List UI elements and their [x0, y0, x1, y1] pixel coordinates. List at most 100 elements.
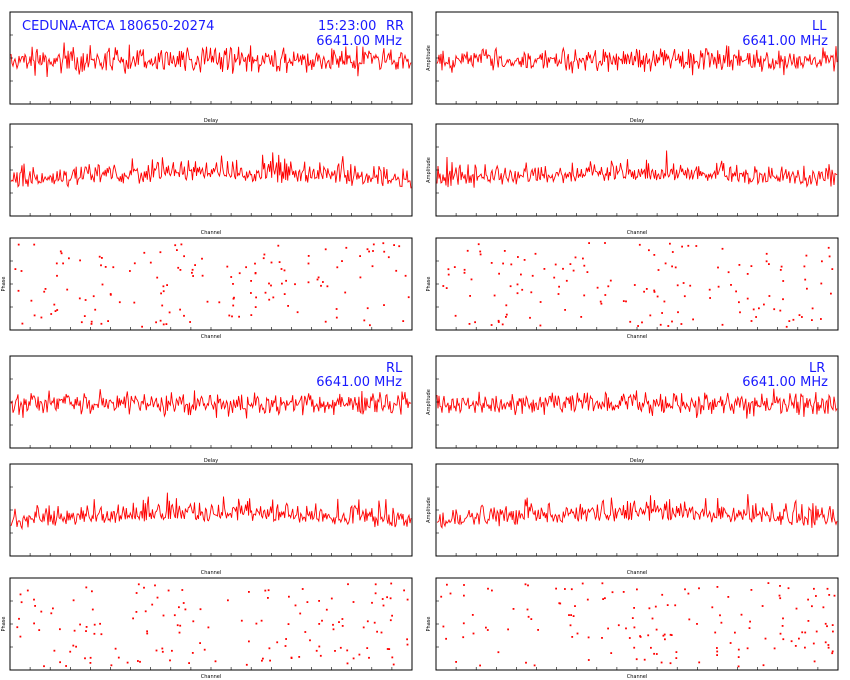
- ll-phase-point: [653, 254, 656, 256]
- ll-phase-point: [529, 316, 531, 319]
- lr-phase-point: [631, 617, 634, 619]
- rl-phase-point: [262, 657, 264, 660]
- rr-phase-point: [118, 301, 121, 304]
- lr-phase-point: [661, 593, 664, 596]
- rl-phase-point: [309, 639, 311, 642]
- rr-phase-point: [191, 268, 194, 271]
- lr-delay-xlabel: Delay: [630, 458, 644, 464]
- rr-phase-point: [55, 262, 58, 265]
- lr-phase-point: [737, 656, 740, 658]
- rr-phase-point: [359, 255, 361, 257]
- rr-phase-point: [84, 299, 87, 301]
- ll-phase-point: [453, 266, 456, 268]
- ll-phase-point: [447, 268, 450, 271]
- rl-phase-point: [392, 663, 395, 666]
- rl-phase-point: [248, 591, 250, 593]
- rr-phase-point: [371, 265, 374, 268]
- rr-phase-point: [165, 323, 168, 325]
- panel-rr-spectrum: Channel: [9, 123, 413, 236]
- rl-phase-point: [380, 631, 383, 634]
- rl-pol-label: RL: [386, 361, 403, 376]
- rl-phase-point: [84, 657, 86, 660]
- ll-phase-point: [562, 267, 564, 270]
- lr-phase-point: [687, 592, 690, 595]
- rr-phase-point: [324, 248, 327, 251]
- ll-phase-point: [565, 279, 568, 282]
- rr-phase-point: [50, 313, 53, 315]
- lr-phase-point: [807, 620, 810, 622]
- ll-phase-point: [676, 284, 679, 287]
- rl-phase-point: [261, 659, 263, 662]
- lr-phase-point: [636, 588, 638, 591]
- rl-phase-point: [199, 642, 201, 644]
- lr-phase-point: [831, 652, 834, 655]
- rl-phase-point: [19, 593, 22, 596]
- lr-phase-point: [653, 652, 655, 655]
- rl-phase-point: [18, 617, 20, 620]
- lr-phase-point: [714, 631, 717, 634]
- rr-phase-point: [368, 250, 370, 253]
- rl-phase-point: [318, 623, 321, 625]
- ll-phase-point: [531, 274, 534, 277]
- ll-phase-point: [586, 271, 589, 273]
- rr-frequency-label: 6641.00 MHz: [316, 34, 402, 49]
- ll-spectrum-line: [436, 150, 838, 188]
- ll-phase-point: [490, 324, 493, 326]
- rl-phase-point: [137, 660, 139, 662]
- rl-phase-point: [89, 656, 92, 659]
- ll-phase-point: [523, 259, 526, 261]
- lr-phase-point: [764, 637, 767, 640]
- lr-phase-point: [779, 632, 782, 635]
- rl-phase-point: [91, 608, 94, 611]
- rl-phase-point: [117, 656, 120, 659]
- ll-phase-point: [680, 323, 683, 325]
- rl-phase-point: [341, 618, 344, 620]
- rl-phase-xlabel: Channel: [201, 674, 222, 680]
- rr-phase-point: [192, 275, 194, 277]
- lr-phase-point: [617, 624, 620, 627]
- rr-phase-point: [53, 303, 56, 306]
- rr-phase-point: [191, 271, 193, 274]
- ll-phase-point: [758, 307, 760, 310]
- rr-phase-point: [395, 269, 398, 272]
- ll-phase-point: [765, 252, 768, 255]
- rl-phase-point: [406, 643, 409, 646]
- rl-phase-point: [371, 601, 373, 604]
- ll-phase-point: [629, 320, 632, 323]
- ll-phase-point: [811, 319, 813, 321]
- ll-phase-point: [755, 316, 757, 318]
- lr-spectrum-ylabel: Amplitude: [426, 497, 432, 523]
- lr-phase-point: [587, 659, 590, 661]
- rr-phase-point: [104, 266, 107, 268]
- panel-rl-spectrum: Channel: [9, 463, 413, 576]
- rl-delay-line: [10, 389, 412, 419]
- lr-phase-point: [587, 636, 590, 639]
- ll-phase-point: [674, 266, 677, 269]
- rr-phase-point: [44, 288, 47, 290]
- rr-phase-point: [43, 290, 46, 293]
- rr-phase-point: [307, 281, 310, 284]
- ll-phase-point: [792, 318, 795, 321]
- rr-delay-trace: [9, 11, 413, 105]
- lr-phase-point: [815, 630, 818, 633]
- rr-phase-point: [250, 314, 253, 316]
- rl-phase-point: [43, 665, 45, 668]
- rr-phase-point: [177, 266, 180, 269]
- ll-spectrum-xlabel: Channel: [627, 230, 648, 236]
- rr-phase-point: [30, 299, 33, 302]
- ll-phase-point: [454, 314, 457, 317]
- ll-phase-point: [695, 245, 698, 247]
- lr-phase-point: [827, 644, 830, 646]
- rr-phase-point: [307, 262, 310, 265]
- ll-phase-point: [765, 260, 768, 263]
- ll-phase-point: [641, 321, 643, 324]
- rl-phase-point: [72, 644, 75, 647]
- ll-phase-point: [498, 272, 500, 275]
- lr-phase-point: [530, 618, 533, 620]
- ll-phase-point: [509, 285, 512, 288]
- lr-phase-point: [698, 661, 701, 664]
- ll-phase-point: [604, 242, 606, 244]
- lr-phase-point: [822, 606, 825, 609]
- lr-phase-point: [479, 664, 481, 667]
- rr-phase-point: [238, 272, 241, 275]
